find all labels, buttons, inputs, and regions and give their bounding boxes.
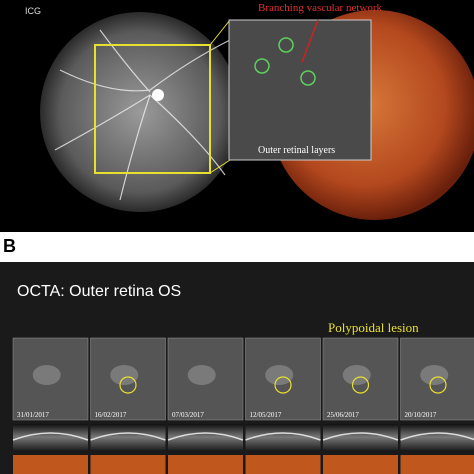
- arrow: [301, 19, 319, 63]
- zoom-line: [209, 159, 231, 174]
- annotation: Branching vascular network: [258, 2, 383, 14]
- oct-scan: [400, 424, 474, 450]
- retina-profile: [400, 432, 474, 441]
- lesion-circle: [429, 376, 447, 394]
- lesion-circle: [351, 376, 370, 394]
- retina-profile: [12, 432, 89, 441]
- imaging-label: ICG: [25, 6, 41, 16]
- oct-scan: [168, 424, 243, 450]
- lesion: [32, 365, 61, 385]
- oct-scan: [245, 424, 321, 450]
- date-label: 20/10/2017: [405, 411, 437, 419]
- fundus-tile: [168, 455, 243, 474]
- layer-label: Outer retinal layers: [258, 145, 335, 156]
- date-label: 12/05/2017: [250, 411, 282, 419]
- fundus-tile: [245, 455, 321, 474]
- fundus-tile: [400, 455, 474, 474]
- annotation: Polypoidal lesion: [328, 320, 419, 335]
- lesion: [420, 365, 449, 385]
- lesion: [187, 365, 216, 385]
- date-label: 07/03/2017: [172, 411, 204, 419]
- zoom-line: [209, 19, 231, 46]
- lesion-circle: [119, 376, 137, 394]
- lesion: [342, 365, 371, 385]
- retina-profile: [90, 432, 166, 441]
- lesion: [265, 365, 294, 385]
- date-label: 25/06/2017: [327, 411, 359, 419]
- lesion-circles: [254, 37, 316, 86]
- retina-profile: [322, 432, 399, 441]
- date-label: 31/01/2017: [17, 411, 49, 419]
- retina-profile: [245, 432, 321, 441]
- timeline: 31/01/2017 16/02/2017 07/03/2017 12/05/2017…: [12, 337, 474, 474]
- octa-image: [228, 19, 372, 161]
- fundus-tile: [13, 455, 88, 474]
- zoom-box: [94, 44, 211, 174]
- date-label: 16/02/2017: [95, 411, 127, 419]
- oct-scan: [13, 424, 88, 450]
- panel-letter: B: [3, 236, 16, 256]
- lesion: [110, 365, 139, 385]
- vessels: [54, 29, 231, 201]
- oct-scan: [90, 424, 166, 450]
- retina-profile: [167, 432, 244, 441]
- fundus-tile: [90, 455, 166, 474]
- fundus-tile: [323, 455, 398, 474]
- oct-scan: [323, 424, 398, 450]
- hyperfluorescence: [152, 89, 164, 101]
- lesion-circle: [274, 376, 292, 394]
- panel-title: OCTA: Outer retina OS: [17, 283, 181, 300]
